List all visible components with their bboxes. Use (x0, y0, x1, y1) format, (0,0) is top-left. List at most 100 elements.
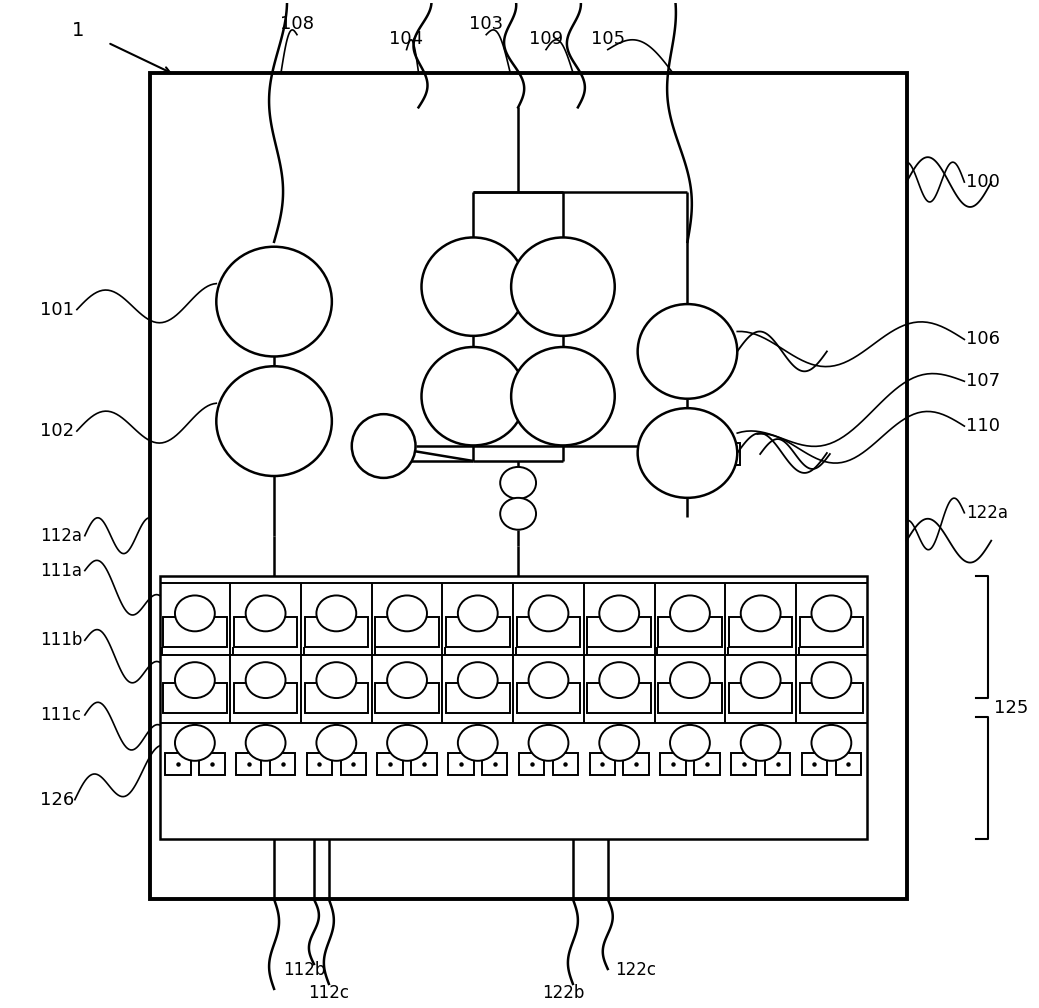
Ellipse shape (811, 596, 851, 631)
Bar (482, 753, 507, 775)
Text: 122a: 122a (966, 504, 1009, 522)
Bar (731, 753, 756, 775)
Text: 103: 103 (470, 15, 503, 32)
Bar (800, 617, 863, 647)
Text: 112b: 112b (283, 961, 325, 979)
Text: 110: 110 (966, 417, 1001, 435)
Ellipse shape (638, 304, 738, 399)
Text: 111a: 111a (39, 561, 82, 580)
Ellipse shape (458, 725, 498, 761)
Bar (165, 753, 190, 775)
Text: 125: 125 (994, 699, 1029, 717)
Text: 104: 104 (390, 29, 424, 47)
Bar (658, 683, 722, 713)
Ellipse shape (638, 408, 738, 498)
Bar (728, 617, 793, 647)
Ellipse shape (741, 596, 780, 631)
Ellipse shape (600, 596, 639, 631)
Bar (516, 683, 581, 713)
Bar (304, 683, 368, 713)
Bar (304, 617, 368, 647)
Ellipse shape (500, 467, 536, 499)
Ellipse shape (245, 596, 286, 631)
Ellipse shape (317, 662, 356, 699)
Text: 100: 100 (966, 173, 1001, 192)
Text: 111b: 111b (39, 631, 82, 649)
Ellipse shape (175, 725, 215, 761)
Text: 102: 102 (39, 422, 74, 440)
Bar (713, 444, 740, 465)
Text: 105: 105 (591, 29, 624, 47)
Bar (270, 753, 295, 775)
Ellipse shape (500, 498, 536, 530)
Bar (375, 683, 438, 713)
Bar (589, 753, 615, 775)
Ellipse shape (175, 596, 215, 631)
Text: 126: 126 (39, 790, 74, 808)
Bar (236, 753, 262, 775)
Bar (446, 617, 509, 647)
Ellipse shape (511, 347, 615, 446)
Bar (800, 683, 863, 713)
Ellipse shape (811, 725, 851, 761)
Bar (587, 617, 651, 647)
Bar (199, 753, 224, 775)
Bar (553, 753, 578, 775)
Ellipse shape (670, 596, 710, 631)
Ellipse shape (388, 662, 427, 699)
Ellipse shape (317, 596, 356, 631)
Bar (234, 683, 297, 713)
Bar (658, 617, 722, 647)
Ellipse shape (352, 414, 416, 478)
Bar (446, 683, 509, 713)
Bar (411, 753, 436, 775)
Bar (765, 753, 791, 775)
Bar (587, 683, 651, 713)
Bar (160, 576, 867, 840)
Ellipse shape (388, 596, 427, 631)
Ellipse shape (175, 662, 215, 699)
Text: 107: 107 (966, 372, 1001, 390)
Bar (835, 753, 861, 775)
Ellipse shape (317, 725, 356, 761)
Ellipse shape (216, 247, 331, 357)
Text: 122c: 122c (615, 961, 657, 979)
Ellipse shape (741, 662, 780, 699)
Bar (375, 617, 438, 647)
Ellipse shape (388, 725, 427, 761)
Ellipse shape (670, 662, 710, 699)
Bar (150, 73, 907, 899)
Bar (234, 617, 297, 647)
Text: 112a: 112a (39, 527, 82, 544)
Bar (623, 753, 649, 775)
Text: 111c: 111c (39, 706, 81, 724)
Text: 112c: 112c (309, 984, 349, 1002)
Bar (341, 753, 366, 775)
Text: 101: 101 (39, 300, 74, 319)
Ellipse shape (600, 662, 639, 699)
Ellipse shape (245, 725, 286, 761)
Text: 106: 106 (966, 331, 1001, 349)
Ellipse shape (458, 596, 498, 631)
Bar (448, 753, 474, 775)
Ellipse shape (741, 725, 780, 761)
Bar (163, 617, 227, 647)
Bar (518, 753, 544, 775)
Text: 109: 109 (529, 29, 563, 47)
Ellipse shape (422, 238, 525, 336)
Ellipse shape (422, 347, 525, 446)
Ellipse shape (600, 725, 639, 761)
Ellipse shape (245, 662, 286, 699)
Ellipse shape (670, 725, 710, 761)
Bar (660, 753, 686, 775)
Bar (728, 683, 793, 713)
Text: 108: 108 (279, 15, 314, 32)
Ellipse shape (458, 662, 498, 699)
Text: 1: 1 (72, 21, 84, 40)
Bar (163, 683, 227, 713)
Ellipse shape (216, 366, 331, 476)
Text: 122b: 122b (541, 984, 584, 1002)
Bar (694, 753, 720, 775)
Ellipse shape (529, 725, 568, 761)
Bar (377, 753, 403, 775)
